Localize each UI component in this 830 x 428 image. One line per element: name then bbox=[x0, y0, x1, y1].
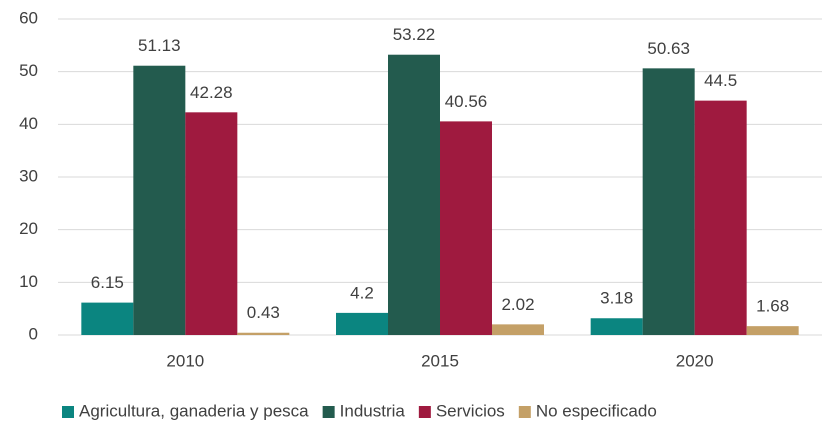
legend-swatch bbox=[518, 406, 531, 418]
legend-label: Industria bbox=[340, 401, 406, 420]
data-label: 3.18 bbox=[600, 289, 633, 308]
legend-label: No especificado bbox=[536, 401, 657, 420]
data-label: 42.28 bbox=[190, 83, 233, 102]
x-tick-label: 2020 bbox=[676, 351, 714, 370]
data-label: 40.56 bbox=[445, 92, 488, 111]
bar bbox=[746, 326, 799, 335]
y-tick-label: 30 bbox=[19, 166, 38, 185]
y-tick-label: 60 bbox=[19, 8, 38, 27]
bar bbox=[642, 68, 695, 335]
x-tick-label: 2015 bbox=[421, 351, 459, 370]
data-label: 51.13 bbox=[138, 36, 181, 55]
bar bbox=[133, 65, 186, 335]
legend-swatch bbox=[418, 406, 431, 418]
y-tick-label: 40 bbox=[19, 114, 38, 133]
legend-label: Servicios bbox=[436, 401, 505, 420]
bar bbox=[237, 332, 290, 335]
y-tick-label: 20 bbox=[19, 219, 38, 238]
data-label: 6.15 bbox=[91, 273, 124, 292]
data-label: 0.43 bbox=[247, 303, 280, 322]
x-tick-label: 2010 bbox=[166, 351, 204, 370]
bar bbox=[81, 302, 134, 335]
bar bbox=[336, 312, 388, 335]
data-label: 50.63 bbox=[647, 39, 690, 58]
legend-swatch bbox=[62, 406, 74, 418]
bar bbox=[492, 324, 544, 335]
bar bbox=[440, 121, 492, 335]
bar bbox=[388, 54, 440, 335]
data-label: 44.5 bbox=[704, 71, 737, 90]
data-label: 4.2 bbox=[350, 283, 374, 302]
legend-label: Agricultura, ganaderia y pesca bbox=[79, 401, 309, 420]
y-tick-label: 0 bbox=[29, 324, 38, 343]
data-label: 1.68 bbox=[756, 297, 789, 316]
y-tick-label: 10 bbox=[19, 272, 38, 291]
y-tick-label: 50 bbox=[19, 61, 38, 80]
bar bbox=[590, 318, 643, 335]
legend-swatch bbox=[322, 406, 335, 418]
data-label: 2.02 bbox=[501, 295, 534, 314]
bar bbox=[185, 112, 238, 335]
bar bbox=[694, 100, 747, 335]
data-label: 53.22 bbox=[393, 25, 436, 44]
